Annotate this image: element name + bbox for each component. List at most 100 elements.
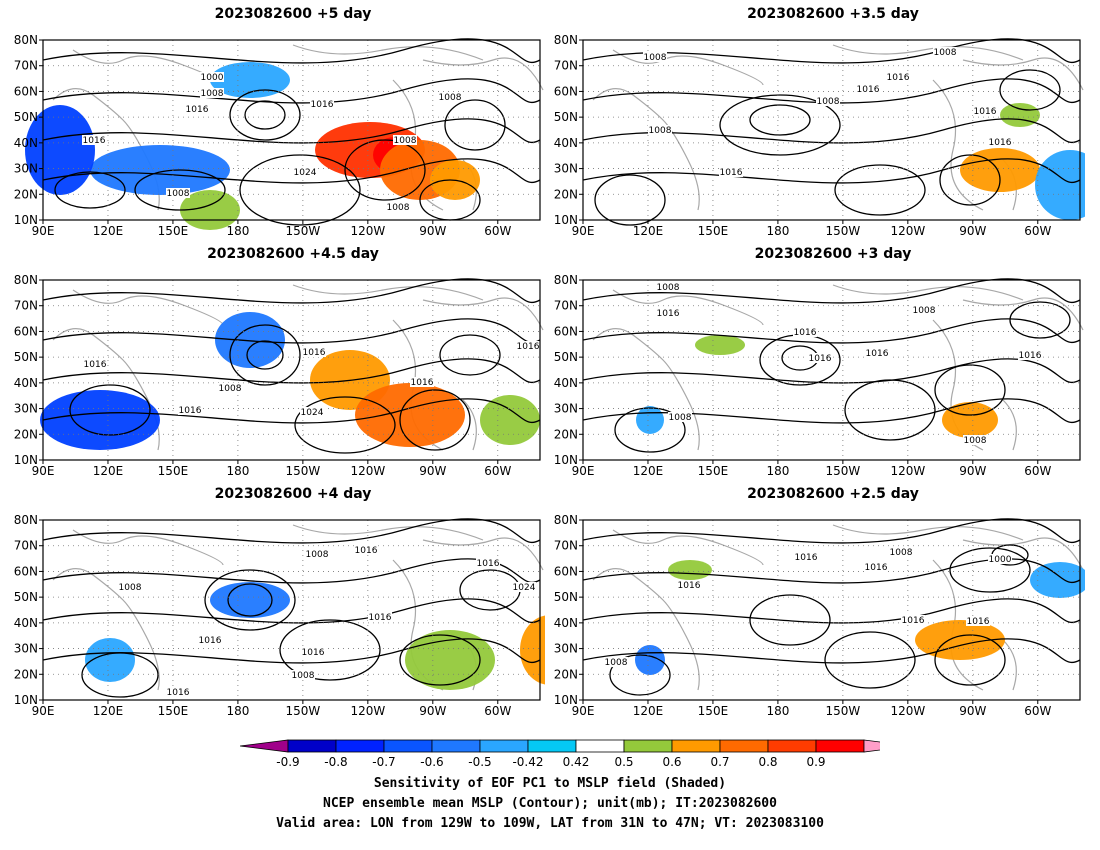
contour-label: 1016 (866, 349, 889, 359)
contour-label: 1016 (83, 136, 106, 146)
mslp-contour (594, 174, 666, 226)
contour-label-bg (200, 72, 224, 82)
contour-label: 1008 (119, 583, 142, 593)
contour-label-layer: 1000 1008 1016 1016 1016 1008 1008 1024 1008 1008… (82, 72, 462, 213)
lon-tick-label: 90W (419, 704, 446, 718)
sensitivity-shade (210, 582, 290, 618)
coastline-path (292, 44, 484, 61)
lon-tick-label: 120E (633, 704, 664, 718)
lon-tick-label: 180 (766, 464, 789, 478)
lon-tick-label: 120E (633, 224, 664, 238)
contour-label-bg (354, 545, 378, 555)
colorbar-label: 0.5 (614, 755, 633, 769)
sensitivity-shade (1030, 562, 1085, 598)
contour-label-bg (988, 554, 1012, 564)
lat-tick-label: 80N (554, 273, 578, 287)
contour-label-layer: 1008 1008 1016 1016 1008 1008 1016 1016 1016 (643, 47, 1012, 178)
map-border (42, 279, 541, 461)
map-svg-2: 1008 1008 1016 1016 1008 1008 1016 1016 1016 80N 7… (554, 33, 1085, 238)
caption-line-2: NCEP ensemble mean MSLP (Contour); unit(… (323, 796, 777, 811)
colorbar-label: 0.6 (662, 755, 681, 769)
lon-tick-label: 120E (93, 464, 124, 478)
contour-label: 1016 (517, 342, 540, 352)
contour-label: 1008 (669, 413, 692, 423)
lat-tick-label: 70N (554, 59, 578, 73)
lon-tick-label: 180 (226, 704, 249, 718)
contour-label: 1016 (186, 105, 209, 115)
contour-label-bg (889, 547, 913, 557)
colorbar-label: -0.7 (372, 755, 395, 769)
contour-label-bg (83, 359, 107, 369)
lon-tick-label: 180 (766, 224, 789, 238)
panel-title-3: 2023082600 +4.5 day (207, 246, 379, 262)
contour-label: 1016 (902, 616, 925, 626)
mslp-contour (344, 139, 426, 201)
mslp-contour (582, 518, 1081, 544)
mslp-contour (239, 154, 361, 226)
mslp-contour (582, 118, 1081, 144)
contour-label-bg (166, 687, 190, 697)
colorbar-segment (719, 739, 769, 753)
lon-tick-label: 60W (1024, 464, 1051, 478)
mslp-contour (42, 638, 541, 664)
coastline-path (72, 289, 224, 326)
lat-tick-label: 20N (14, 667, 38, 681)
lon-tick-label: 150E (158, 464, 189, 478)
mslp-contour (582, 558, 1081, 584)
map-svg-4: 1008 1016 1008 1016 1016 1016 1016 1008 1008 80N 7… (554, 273, 1084, 478)
contour-label: 1000 (989, 555, 1012, 565)
contour-label: 1024 (294, 168, 317, 178)
colorbar-end-left (239, 739, 289, 753)
lon-tick-label: 60W (484, 464, 511, 478)
coastline-path (422, 297, 544, 331)
colorbar: -0.9 -0.8 -0.7 -0.6 -0.5 -0.42 0.42 0.5 0.6 0.7 0.… (239, 738, 913, 776)
map-panel-2: 1008 1008 1016 1016 1008 1008 1016 1016 1016 80N 7… (540, 30, 1085, 245)
mslp-contour (399, 389, 471, 451)
colorbar-segment (671, 739, 721, 753)
contour-label-bg (82, 135, 106, 145)
mslp-contour (204, 569, 296, 631)
contour-label-bg (300, 407, 324, 417)
contour-label-bg (368, 612, 392, 622)
contour-label: 1016 (865, 563, 888, 573)
lat-tick-label: 20N (14, 187, 38, 201)
mslp-contour-layer (582, 278, 1081, 453)
colorbar-segment (335, 739, 385, 753)
mslp-contour (42, 358, 541, 384)
coastline-path (72, 529, 224, 566)
colorbar-segment (287, 739, 337, 753)
mslp-contour (439, 334, 501, 376)
contour-label-bg (604, 657, 628, 667)
contour-label: 1016 (167, 688, 190, 698)
mslp-contour (42, 158, 541, 184)
map-panel-3: 1016 1008 1016 1016 1024 1016 1016 80N 70N 60N 50N… (0, 270, 545, 485)
mslp-contour (134, 169, 226, 211)
contour-label-bg (118, 582, 142, 592)
mslp-contour (42, 518, 541, 544)
contour-label-bg (305, 549, 329, 559)
contour-label-bg (865, 348, 889, 358)
map-panel-5: 1008 1016 1016 1008 1016 1024 1016 1008 1016 1016… (0, 510, 545, 725)
lat-tick-label: 60N (14, 324, 38, 338)
lat-tick-label: 20N (14, 427, 38, 441)
map-svg-3: 1016 1008 1016 1016 1024 1016 1016 80N 70N 60N 50N… (14, 273, 544, 478)
map-border (42, 39, 541, 221)
contour-label: 1008 (817, 97, 840, 107)
coastline-path (1002, 639, 1017, 691)
contour-label-bg (933, 47, 957, 57)
lon-tick-label: 90E (32, 224, 55, 238)
lat-tick-label: 70N (14, 59, 38, 73)
panel-title-6: 2023082600 +2.5 day (747, 486, 919, 502)
coastline-path (832, 524, 1024, 541)
contour-label: 1016 (989, 138, 1012, 148)
gridlines (43, 280, 540, 460)
contour-label-bg (1018, 350, 1042, 360)
lat-tick-label: 10N (14, 213, 38, 227)
contour-label: 1024 (513, 583, 536, 593)
contour-label-bg (293, 167, 317, 177)
coastline-path (292, 284, 484, 301)
sensitivity-shade (90, 145, 230, 195)
colorbar-label: 0.9 (806, 755, 825, 769)
lat-tick-label: 60N (554, 324, 578, 338)
